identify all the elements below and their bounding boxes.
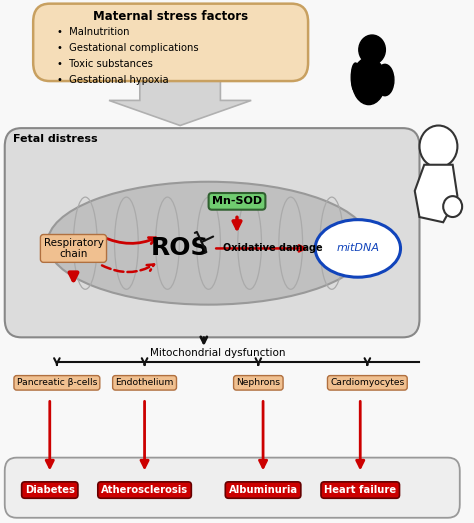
- Polygon shape: [415, 165, 457, 222]
- Circle shape: [419, 126, 457, 167]
- Text: Oxidative damage: Oxidative damage: [223, 243, 322, 254]
- FancyBboxPatch shape: [5, 458, 460, 518]
- Text: Fetal distress: Fetal distress: [13, 134, 98, 144]
- FancyBboxPatch shape: [33, 4, 308, 81]
- Text: Nephrons: Nephrons: [237, 378, 280, 388]
- Text: Mn-SOD: Mn-SOD: [212, 196, 262, 207]
- Ellipse shape: [376, 64, 394, 96]
- Text: ROS: ROS: [151, 236, 210, 260]
- FancyArrowPatch shape: [102, 265, 154, 272]
- Text: Atherosclerosis: Atherosclerosis: [101, 485, 188, 495]
- Text: Pancreatic β-cells: Pancreatic β-cells: [17, 378, 97, 388]
- Text: Heart failure: Heart failure: [324, 485, 396, 495]
- Ellipse shape: [315, 220, 401, 277]
- Circle shape: [359, 35, 385, 64]
- Text: mitDNA: mitDNA: [337, 243, 379, 254]
- Ellipse shape: [443, 196, 462, 217]
- FancyArrow shape: [109, 81, 251, 126]
- Text: Cardiomyocytes: Cardiomyocytes: [330, 378, 404, 388]
- Ellipse shape: [351, 63, 360, 92]
- Text: •  Malnutrition: • Malnutrition: [57, 27, 129, 37]
- Text: •  Toxic substances: • Toxic substances: [57, 59, 153, 69]
- FancyBboxPatch shape: [5, 128, 419, 337]
- Text: •  Gestational complications: • Gestational complications: [57, 43, 199, 53]
- Text: Diabetes: Diabetes: [25, 485, 75, 495]
- Ellipse shape: [352, 58, 385, 105]
- Text: Endothelium: Endothelium: [115, 378, 174, 388]
- Text: Maternal stress factors: Maternal stress factors: [93, 10, 248, 23]
- Ellipse shape: [47, 182, 370, 304]
- Text: Mitochondrial dysfunction: Mitochondrial dysfunction: [150, 348, 286, 358]
- Text: •  Gestational hypoxia: • Gestational hypoxia: [57, 75, 168, 85]
- Text: Respiratory
chain: Respiratory chain: [44, 237, 103, 259]
- Text: Albuminuria: Albuminuria: [228, 485, 298, 495]
